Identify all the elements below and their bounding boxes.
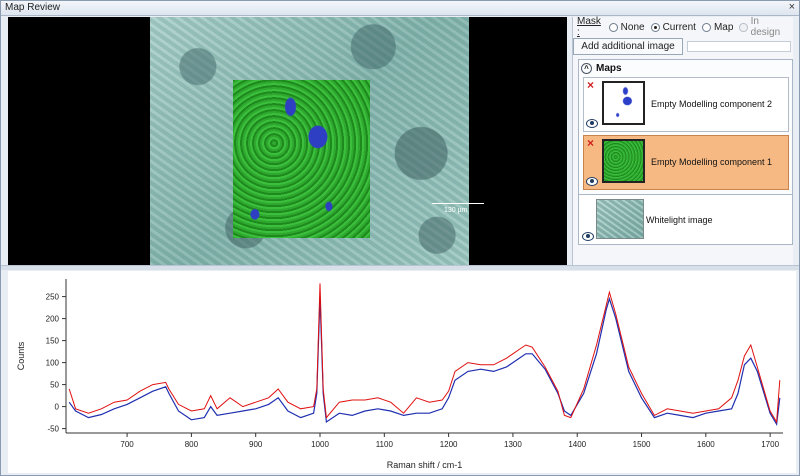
map-panel: Mask : None Current Map In design Add ad… <box>572 16 793 265</box>
map-item-name: Empty Modelling component 1 <box>651 157 773 167</box>
spectrum-svg: -50 0 50 100 150 200 250 700 800 900 1000 1100 1200 1… <box>16 279 783 470</box>
x-tick-label: 700 <box>120 440 134 449</box>
remove-icon[interactable]: × <box>587 78 595 92</box>
y-tick-label: 200 <box>46 315 60 324</box>
x-axis-label: Raman shift / cm-1 <box>387 460 463 470</box>
radio-selected-icon <box>650 22 660 32</box>
y-tick-label: 100 <box>46 359 60 368</box>
map-thumbnail <box>602 139 645 183</box>
scale-bar <box>432 203 484 204</box>
y-tick-label: -50 <box>47 425 59 434</box>
radio-icon <box>701 22 711 32</box>
mask-option-current[interactable]: Current <box>650 21 696 33</box>
x-tick-label: 1200 <box>440 440 458 449</box>
x-tick-label: 1100 <box>376 440 394 449</box>
x-tick-label: 1400 <box>568 440 586 449</box>
x-tick-label: 800 <box>185 440 199 449</box>
whitelight-thumbnail <box>596 199 644 239</box>
y-tick-label: 250 <box>46 293 60 302</box>
mask-option-map[interactable]: Map <box>701 21 734 33</box>
spectrum-chart: -50 0 50 100 150 200 250 700 800 900 1000 1100 1200 1… <box>8 271 796 473</box>
remove-icon[interactable]: × <box>587 136 595 150</box>
y-axis-label: Counts <box>16 341 26 370</box>
x-tick-label: 1600 <box>697 440 715 449</box>
close-icon[interactable]: × <box>788 1 795 13</box>
x-tick-label: 900 <box>249 440 263 449</box>
title-bar: Map Review × <box>1 1 799 16</box>
y-tick-label: 0 <box>55 403 60 412</box>
radio-icon <box>739 22 748 32</box>
model-spectrum-line <box>68 296 781 427</box>
observed-spectrum-line <box>68 283 781 424</box>
map-viewer[interactable]: 130 µm <box>8 17 567 265</box>
maps-header[interactable]: ^ Maps <box>581 63 622 74</box>
maps-group: ^ Maps × Empty Modelling component 2 × E… <box>578 59 793 201</box>
image-opacity-slider[interactable] <box>687 41 791 52</box>
mask-selector: Mask : None Current Map In design <box>573 16 793 38</box>
whitelight-image-item[interactable]: Whitelight image <box>578 194 793 245</box>
whitelight-image-name: Whitelight image <box>646 215 713 225</box>
x-tick-label: 1700 <box>761 440 779 449</box>
mask-option-label: Map <box>713 21 734 33</box>
y-tick-label: 150 <box>46 337 60 346</box>
mask-option-in-design: In design <box>739 16 787 38</box>
scale-bar-label: 130 µm <box>444 207 468 214</box>
map-thumbnail <box>602 81 645 125</box>
pane-splitter[interactable] <box>1 265 799 270</box>
eye-icon[interactable] <box>586 119 598 128</box>
map-item-name: Empty Modelling component 2 <box>651 99 773 109</box>
mask-option-label: In design <box>750 16 781 38</box>
eye-icon[interactable] <box>586 177 598 186</box>
map-item-component-2[interactable]: × Empty Modelling component 2 <box>583 77 789 132</box>
component-map-overlay <box>233 80 370 238</box>
eye-icon[interactable] <box>582 232 594 241</box>
maps-header-label: Maps <box>596 63 622 74</box>
mask-option-none[interactable]: None <box>608 21 645 33</box>
window-title: Map Review <box>5 2 61 13</box>
mask-option-label: Current <box>662 21 696 33</box>
x-tick-label: 1500 <box>633 440 651 449</box>
x-tick-label: 1300 <box>504 440 522 449</box>
x-tick-label: 1000 <box>311 440 329 449</box>
radio-icon <box>608 22 618 32</box>
collapse-icon[interactable]: ^ <box>581 63 592 74</box>
add-additional-image-button[interactable]: Add additional image <box>573 38 683 55</box>
mask-label: Mask : <box>577 16 601 38</box>
y-tick-label: 50 <box>50 381 59 390</box>
mask-option-label: None <box>620 21 645 33</box>
map-item-component-1[interactable]: × Empty Modelling component 1 <box>583 135 789 190</box>
